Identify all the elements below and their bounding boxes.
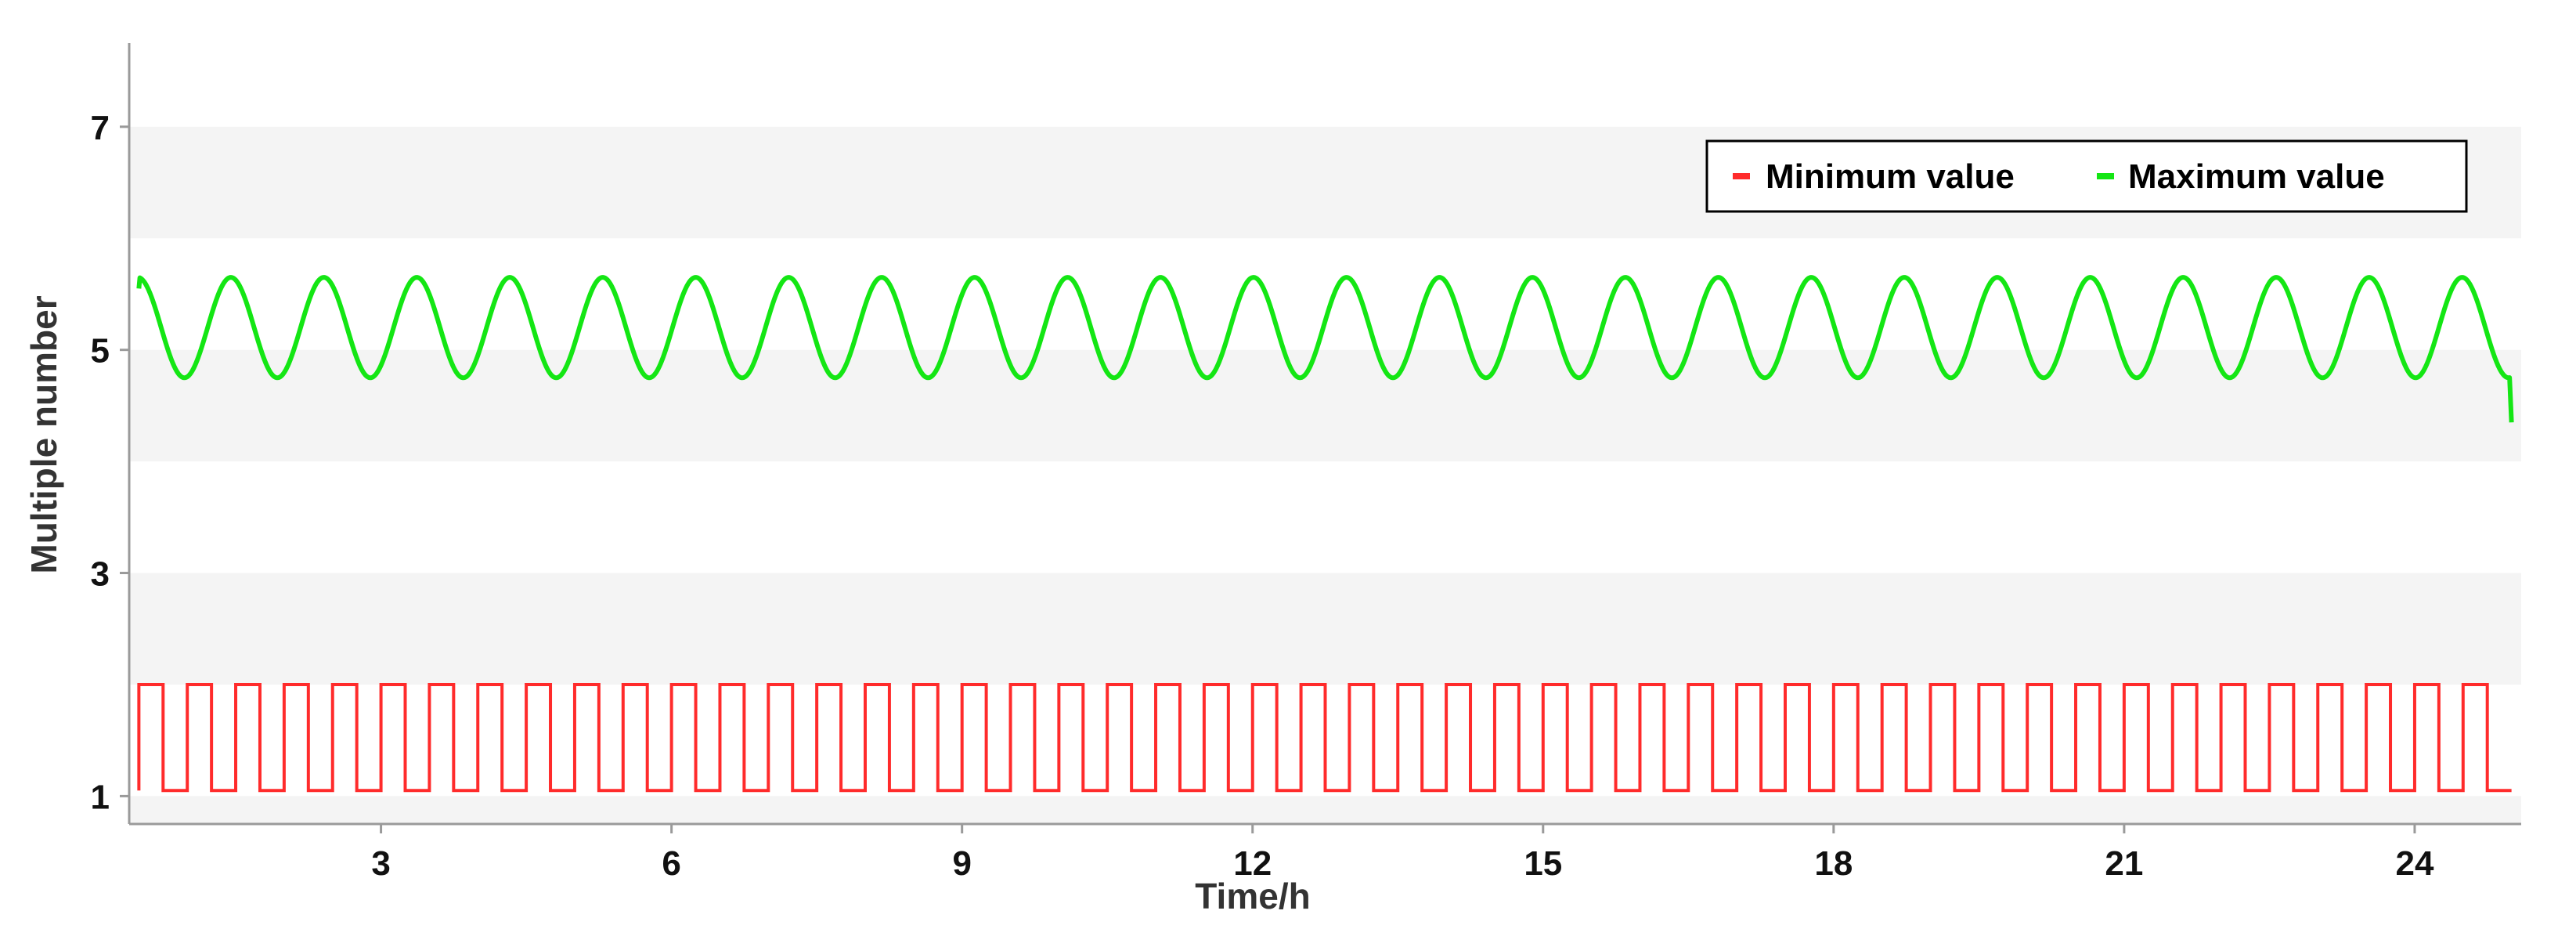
background-band: [129, 573, 2521, 685]
x-tick-label: 18: [1814, 844, 1853, 883]
series-minimum-value: [137, 682, 2512, 793]
x-tick-label: 21: [2105, 844, 2143, 883]
series-lines: [136, 275, 2514, 793]
x-axis-title: Time/h: [1195, 876, 1310, 916]
y-tick-label: 7: [91, 109, 110, 147]
x-tick-label: 9: [952, 844, 971, 883]
legend-label-maximum: Maximum value: [2128, 157, 2385, 196]
x-tick-label: 15: [1524, 844, 1562, 883]
axes: [120, 43, 2521, 833]
y-tick-label: 3: [91, 555, 110, 594]
background-band: [129, 349, 2521, 462]
y-tick-label: 5: [91, 332, 110, 370]
background-band: [129, 796, 2521, 824]
x-tick-label: 24: [2395, 844, 2433, 883]
x-tick-label: 6: [662, 844, 680, 883]
legend: Minimum value Maximum value: [1705, 139, 2468, 213]
tick-labels: 3 6 9 12 15 18 21 24 1 3 5 7: [91, 109, 2434, 883]
series-maximum-value: [136, 275, 2514, 423]
x-tick-label: 3: [371, 844, 390, 883]
y-axis-title: Multiple number: [23, 295, 64, 573]
legend-label-minimum: Minimum value: [1766, 157, 2015, 196]
legend-box: [1705, 139, 2468, 213]
x-tick-label: 12: [1233, 844, 1272, 883]
y-tick-label: 1: [91, 778, 110, 816]
